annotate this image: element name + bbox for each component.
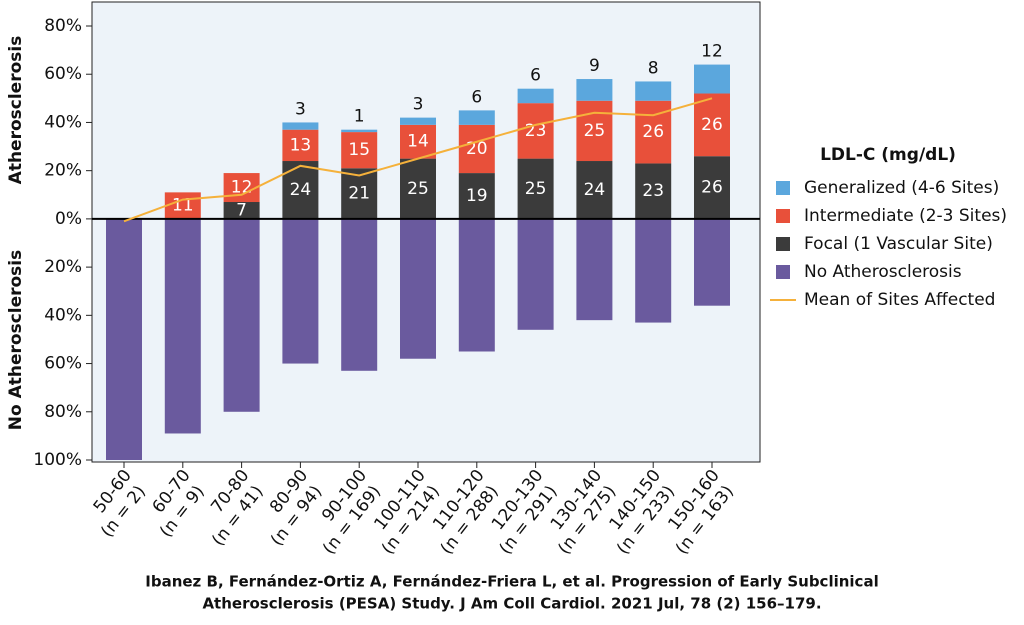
citation: Ibanez B, Fernández-Ortiz A, Fernández-F… [145,573,878,591]
value-label: 26 [701,178,723,198]
y-tick-label: 20% [44,161,82,181]
bar-segment [282,129,319,162]
legend-swatch [776,237,790,251]
y-tick-label: 60% [44,64,82,84]
bar-segment [576,218,613,321]
legend-swatch [776,181,790,195]
bar-segment [164,192,201,219]
bar-segment [458,124,495,174]
value-label: 19 [466,186,488,206]
bar-segment [517,88,554,104]
value-label: 25 [584,121,606,141]
legend-label: Generalized (4-6 Sites) [804,178,999,198]
bar-segment [576,161,613,219]
value-label: 9 [589,56,600,76]
bar-segment [106,218,142,460]
value-label: 23 [642,181,664,201]
bar-segment [341,168,378,219]
bar-segment [517,218,554,330]
y-axis-label: No Atherosclerosis [6,250,26,430]
bar-segment [400,117,436,125]
bar-segment [164,218,201,434]
bar-segment [458,218,495,352]
value-label: 3 [295,99,306,119]
value-label: 1 [354,107,365,127]
bar-segment [694,64,730,94]
value-label: 21 [348,184,370,204]
value-label: 24 [290,180,312,200]
bar-segment [517,158,554,219]
mean-line [123,97,713,223]
bar-segment [341,132,378,169]
bar-segment [458,173,495,219]
bar-segment [223,218,260,412]
bar-segment [576,100,613,162]
y-tick-label: 40% [44,305,82,325]
y-axis-label: Atherosclerosis [6,36,26,185]
bar-segment [576,79,613,101]
y-tick-label: 80% [44,16,82,36]
value-label: 6 [530,66,541,86]
value-label: 13 [290,135,312,155]
bar-segment [635,218,672,323]
bar-segment [282,218,319,364]
bar-segment [400,218,436,359]
bar-segment [694,156,730,219]
y-tick-label: 80% [44,402,82,422]
bar-segment [694,93,730,157]
legend-title: LDL-C (mg/dL) [820,145,956,165]
bar-segment [635,163,672,219]
value-label: 12 [701,42,723,62]
value-label: 25 [525,179,547,199]
citation: Atherosclerosis (PESA) Study. J Am Coll … [202,595,821,613]
legend-label: No Atherosclerosis [804,262,962,282]
bar-segment [694,218,730,306]
bar-segment [458,110,495,125]
value-label: 24 [584,180,606,200]
bar-segment [223,173,260,203]
bar-segment [223,202,260,219]
value-label: 7 [236,200,247,220]
value-label: 25 [407,179,429,199]
value-label: 14 [407,132,429,152]
y-tick-label: 0% [55,209,82,229]
bar-segment [635,81,672,101]
y-tick-label: 20% [44,257,82,277]
y-tick-label: 60% [44,354,82,374]
legend-label: Mean of Sites Affected [804,290,995,310]
value-label: 6 [471,87,482,107]
y-tick-label: 40% [44,112,82,132]
legend-swatch [776,209,790,223]
legend-swatch [776,265,790,279]
bar-segment [341,129,378,133]
value-label: 15 [348,140,370,160]
legend-label: Focal (1 Vascular Site) [804,234,993,254]
bar-segment [400,158,436,219]
value-label: 8 [648,58,659,78]
value-label: 26 [642,122,664,142]
value-label: 3 [413,95,424,115]
bar-segment [400,124,436,159]
y-tick-label: 100% [33,450,82,470]
bar-segment [517,103,554,159]
bar-segment [282,122,319,130]
value-label: 26 [701,115,723,135]
bar-segment [341,218,378,371]
legend-label: Intermediate (2-3 Sites) [804,206,1007,226]
